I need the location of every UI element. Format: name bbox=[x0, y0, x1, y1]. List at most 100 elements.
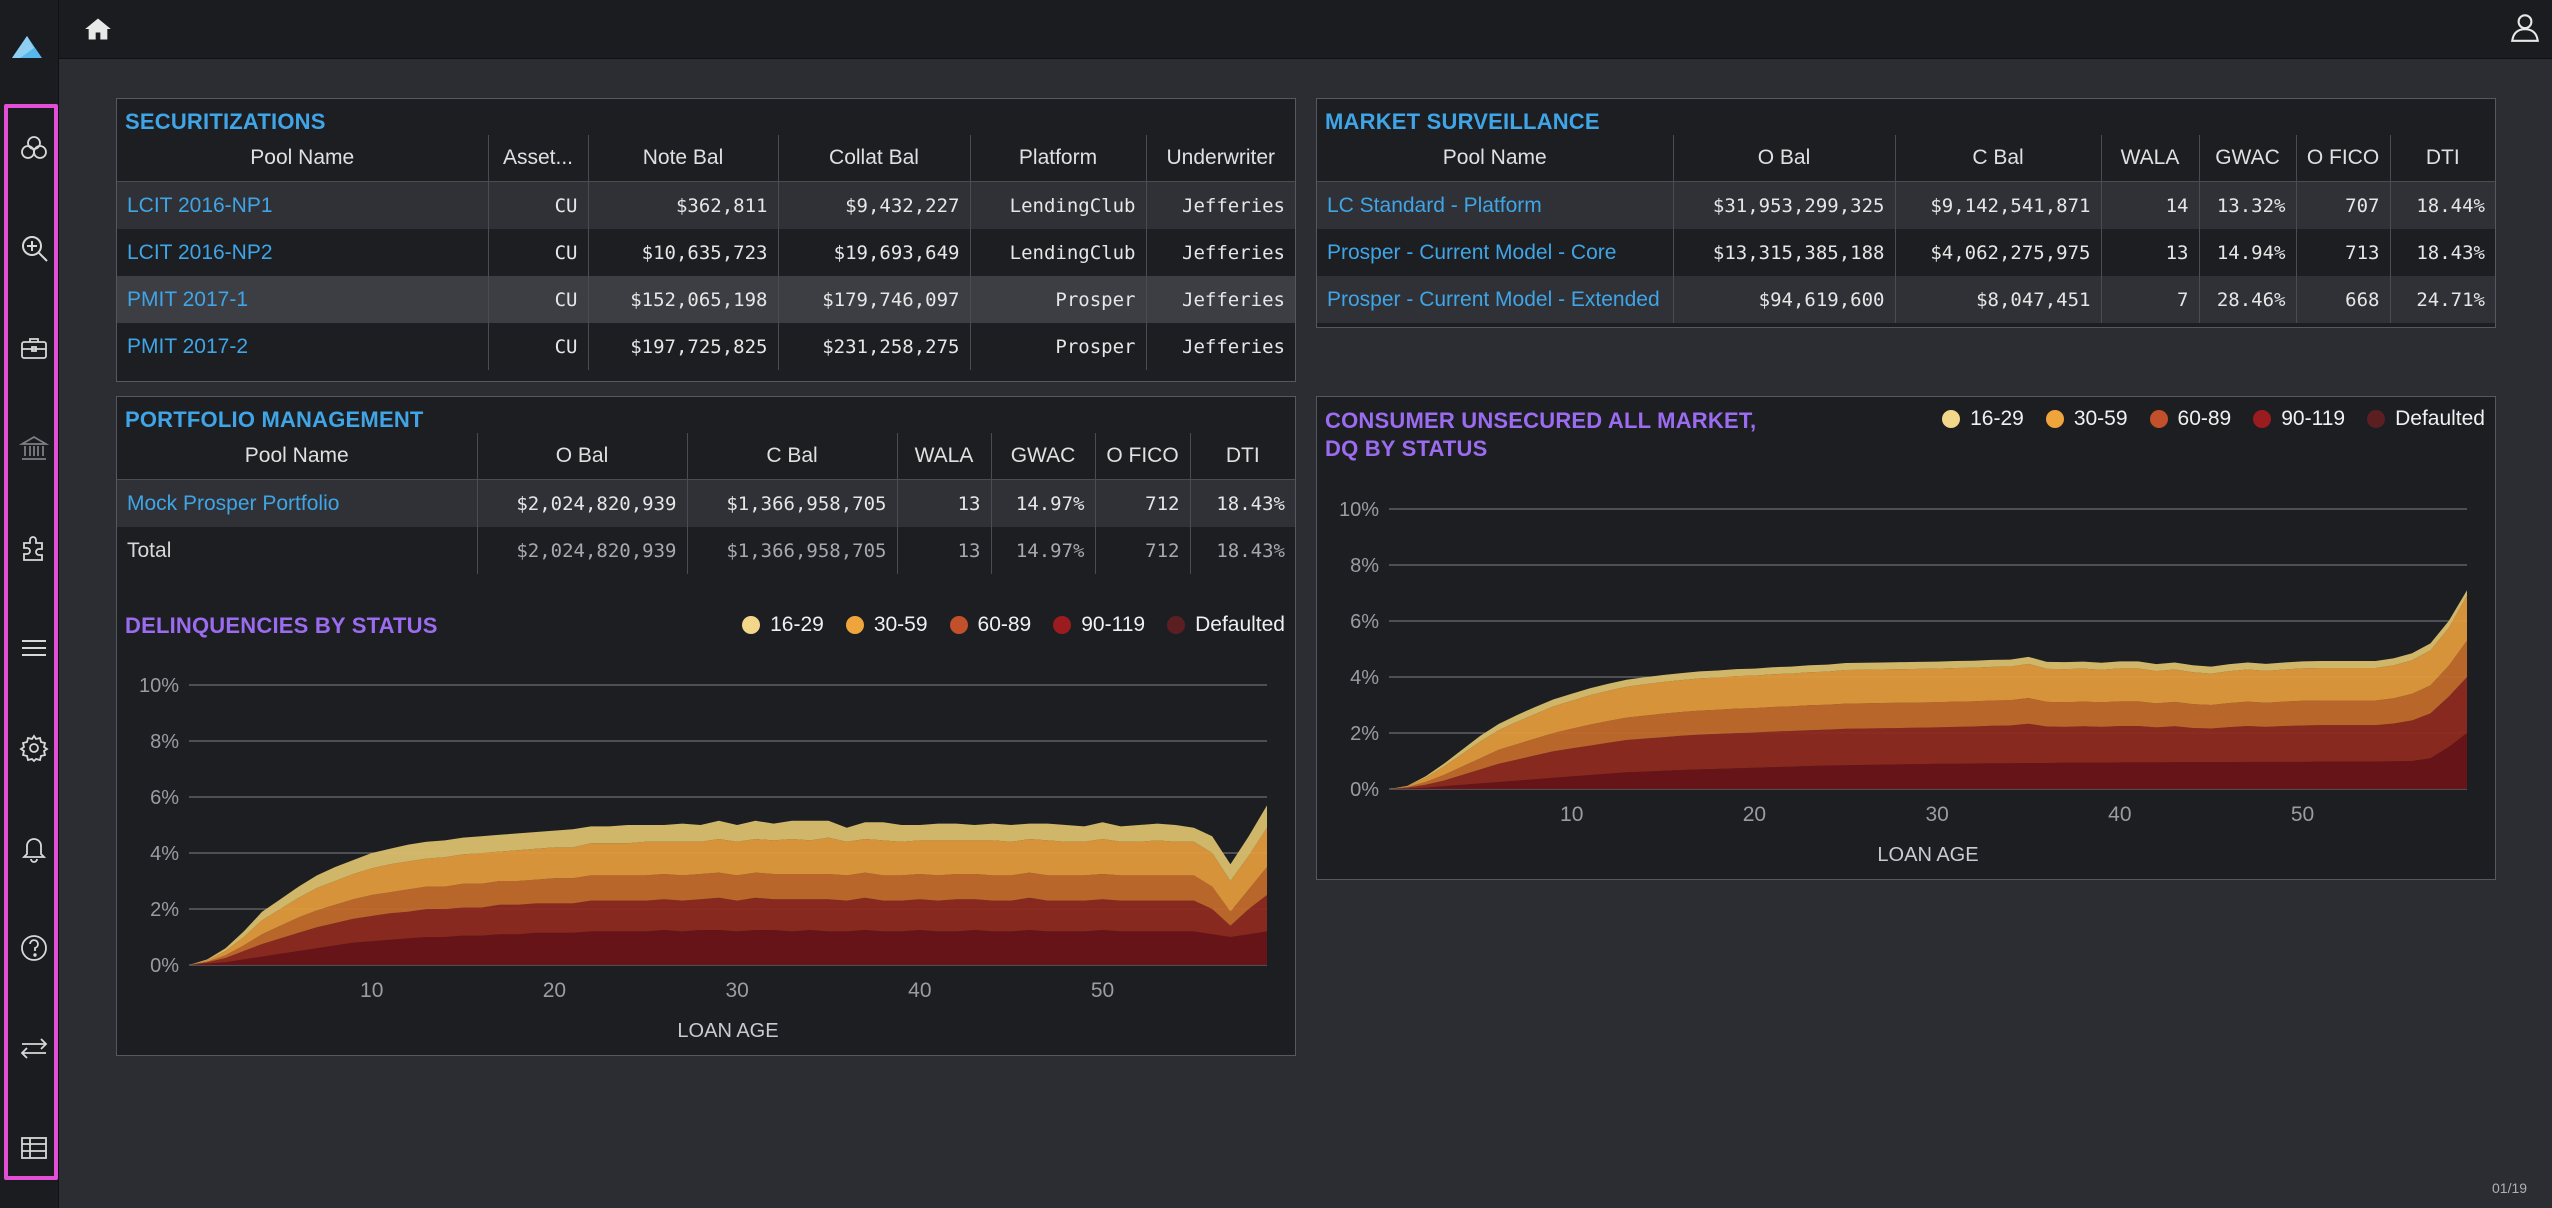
x-tick-label: 10 bbox=[1560, 803, 1583, 826]
nav-pools[interactable] bbox=[14, 128, 54, 168]
pool-link[interactable]: LCIT 2016-NP2 bbox=[117, 229, 488, 276]
pool-link[interactable]: LCIT 2016-NP1 bbox=[117, 181, 488, 229]
table-row[interactable]: Prosper - Current Model - Core $13,315,3… bbox=[1317, 229, 2495, 276]
nav-search[interactable] bbox=[14, 228, 54, 268]
col-wala[interactable]: WALA bbox=[2100, 135, 2199, 182]
cell-wala: 14 bbox=[2100, 181, 2199, 229]
pool-link[interactable]: PMIT 2017-1 bbox=[117, 276, 488, 323]
cell-o-fico: 712 bbox=[1094, 527, 1190, 574]
home-icon[interactable] bbox=[84, 16, 114, 44]
table-row[interactable]: LC Standard - Platform $31,953,299,325 $… bbox=[1317, 181, 2495, 229]
pool-link[interactable]: Mock Prosper Portfolio bbox=[117, 479, 477, 527]
table-row[interactable]: LCIT 2016-NP2 CU $10,635,723 $19,693,649… bbox=[117, 229, 1295, 276]
col-o-bal[interactable]: O Bal bbox=[1672, 135, 1895, 182]
table-row[interactable]: Mock Prosper Portfolio $2,024,820,939 $1… bbox=[117, 479, 1295, 527]
app-logo[interactable] bbox=[10, 34, 44, 60]
market-surveillance-panel: MARKET SURVEILLANCE Pool Name O Bal C Ba… bbox=[1316, 98, 2496, 328]
legend-item[interactable]: Defaulted bbox=[1167, 613, 1285, 637]
col-o-fico[interactable]: O FICO bbox=[2295, 135, 2390, 182]
nav-menu bbox=[4, 104, 58, 1180]
x-tick-label: 20 bbox=[543, 979, 566, 1002]
cell-c-bal: $8,047,451 bbox=[1894, 276, 2101, 323]
legend-label: Defaulted bbox=[1195, 613, 1285, 636]
area-series-90-119 bbox=[189, 895, 1267, 965]
table-row[interactable]: Prosper - Current Model - Extended $94,6… bbox=[1317, 276, 2495, 323]
nav-transfer[interactable] bbox=[14, 1028, 54, 1068]
nav-settings[interactable] bbox=[14, 728, 54, 768]
pool-link[interactable]: PMIT 2017-2 bbox=[117, 323, 488, 370]
legend-label: 90-119 bbox=[1081, 613, 1146, 636]
pool-link[interactable]: Prosper - Current Model - Core bbox=[1317, 229, 1673, 276]
nav-help[interactable] bbox=[14, 928, 54, 968]
legend-item[interactable]: Defaulted bbox=[2367, 407, 2485, 431]
nav-portfolio[interactable] bbox=[14, 328, 54, 368]
col-pool-name[interactable]: Pool Name bbox=[117, 433, 477, 480]
consumer-unsecured-panel: CONSUMER UNSECURED ALL MARKET, DQ BY STA… bbox=[1316, 396, 2496, 880]
cell-c-bal: $9,142,541,871 bbox=[1894, 181, 2101, 229]
col-underwriter[interactable]: Underwriter bbox=[1145, 135, 1295, 182]
pool-link[interactable]: LC Standard - Platform bbox=[1317, 181, 1673, 229]
cell-collat-bal: $231,258,275 bbox=[777, 323, 970, 370]
legend-label: 60-89 bbox=[977, 613, 1032, 636]
pool-link[interactable]: Prosper - Current Model - Extended bbox=[1317, 276, 1673, 323]
legend-item[interactable]: 30-59 bbox=[2045, 407, 2128, 431]
col-collat-bal[interactable]: Collat Bal bbox=[777, 135, 970, 182]
legend-item[interactable]: 30-59 bbox=[845, 613, 928, 637]
col-pool-name[interactable]: Pool Name bbox=[1317, 135, 1673, 182]
area-series-60-89 bbox=[189, 867, 1267, 965]
col-pool-name[interactable]: Pool Name bbox=[117, 135, 488, 182]
cell-dti: 18.43% bbox=[2389, 229, 2495, 276]
legend-label: 30-59 bbox=[2073, 407, 2128, 430]
col-gwac[interactable]: GWAC bbox=[2198, 135, 2296, 182]
table-row[interactable]: PMIT 2017-2 CU $197,725,825 $231,258,275… bbox=[117, 323, 1295, 370]
col-dti[interactable]: DTI bbox=[2389, 135, 2495, 182]
legend-item[interactable]: 16-29 bbox=[742, 613, 824, 637]
cell-underwriter: Jefferies bbox=[1145, 276, 1295, 323]
help-icon bbox=[21, 935, 47, 961]
col-gwac[interactable]: GWAC bbox=[990, 433, 1095, 480]
cell-asset: CU bbox=[487, 276, 588, 323]
col-platform[interactable]: Platform bbox=[969, 135, 1146, 182]
legend-item[interactable]: 60-89 bbox=[949, 613, 1032, 637]
nav-institution[interactable] bbox=[14, 428, 54, 468]
market-surveillance-title: MARKET SURVEILLANCE bbox=[1325, 109, 1600, 134]
col-c-bal[interactable]: C Bal bbox=[1894, 135, 2101, 182]
y-tick-label: 4% bbox=[1350, 667, 1379, 689]
col-o-fico[interactable]: O FICO bbox=[1094, 433, 1190, 480]
nav-plugins[interactable] bbox=[14, 528, 54, 568]
cell-underwriter: Jefferies bbox=[1145, 181, 1295, 229]
y-tick-label: 10% bbox=[139, 675, 179, 697]
cell-platform: Prosper bbox=[969, 323, 1146, 370]
legend-swatch bbox=[1167, 616, 1186, 634]
y-tick-label: 6% bbox=[1350, 611, 1379, 633]
col-asset[interactable]: Asset... bbox=[487, 135, 588, 182]
table-row[interactable]: LCIT 2016-NP1 CU $362,811 $9,432,227 Len… bbox=[117, 181, 1295, 229]
cell-wala: 13 bbox=[2100, 229, 2199, 276]
legend-swatch bbox=[1942, 410, 1961, 428]
nav-alerts[interactable] bbox=[14, 828, 54, 868]
legend-label: 30-59 bbox=[873, 613, 928, 636]
legend-item[interactable]: 16-29 bbox=[1942, 407, 2024, 431]
col-note-bal[interactable]: Note Bal bbox=[587, 135, 778, 182]
cell-platform: LendingClub bbox=[969, 229, 1146, 276]
total-row: Total $2,024,820,939 $1,366,958,705 13 1… bbox=[117, 527, 1295, 574]
legend-swatch bbox=[1053, 616, 1072, 634]
legend-item[interactable]: 60-89 bbox=[2149, 407, 2231, 431]
col-dti[interactable]: DTI bbox=[1189, 433, 1295, 480]
cell-dti: 18.44% bbox=[2389, 181, 2495, 229]
page-indicator: 01/19 bbox=[2492, 1180, 2528, 1196]
col-wala[interactable]: WALA bbox=[896, 433, 991, 480]
x-tick-label: 40 bbox=[2108, 803, 2131, 826]
cell-o-bal: $2,024,820,939 bbox=[476, 479, 687, 527]
securitizations-table: Pool Name Asset... Note Bal Collat Bal P… bbox=[117, 135, 1295, 370]
cell-collat-bal: $179,746,097 bbox=[777, 276, 970, 323]
col-o-bal[interactable]: O Bal bbox=[476, 433, 687, 480]
legend-item[interactable]: 90-119 bbox=[2253, 407, 2345, 431]
col-c-bal[interactable]: C Bal bbox=[686, 433, 897, 480]
legend-item[interactable]: 90-119 bbox=[1053, 613, 1145, 637]
nav-table[interactable] bbox=[14, 1128, 54, 1168]
user-profile-icon[interactable] bbox=[2508, 10, 2544, 46]
nav-list[interactable] bbox=[14, 628, 54, 668]
cell-o-bal: $31,953,299,325 bbox=[1672, 181, 1895, 229]
table-row[interactable]: PMIT 2017-1 CU $152,065,198 $179,746,097… bbox=[117, 276, 1295, 323]
